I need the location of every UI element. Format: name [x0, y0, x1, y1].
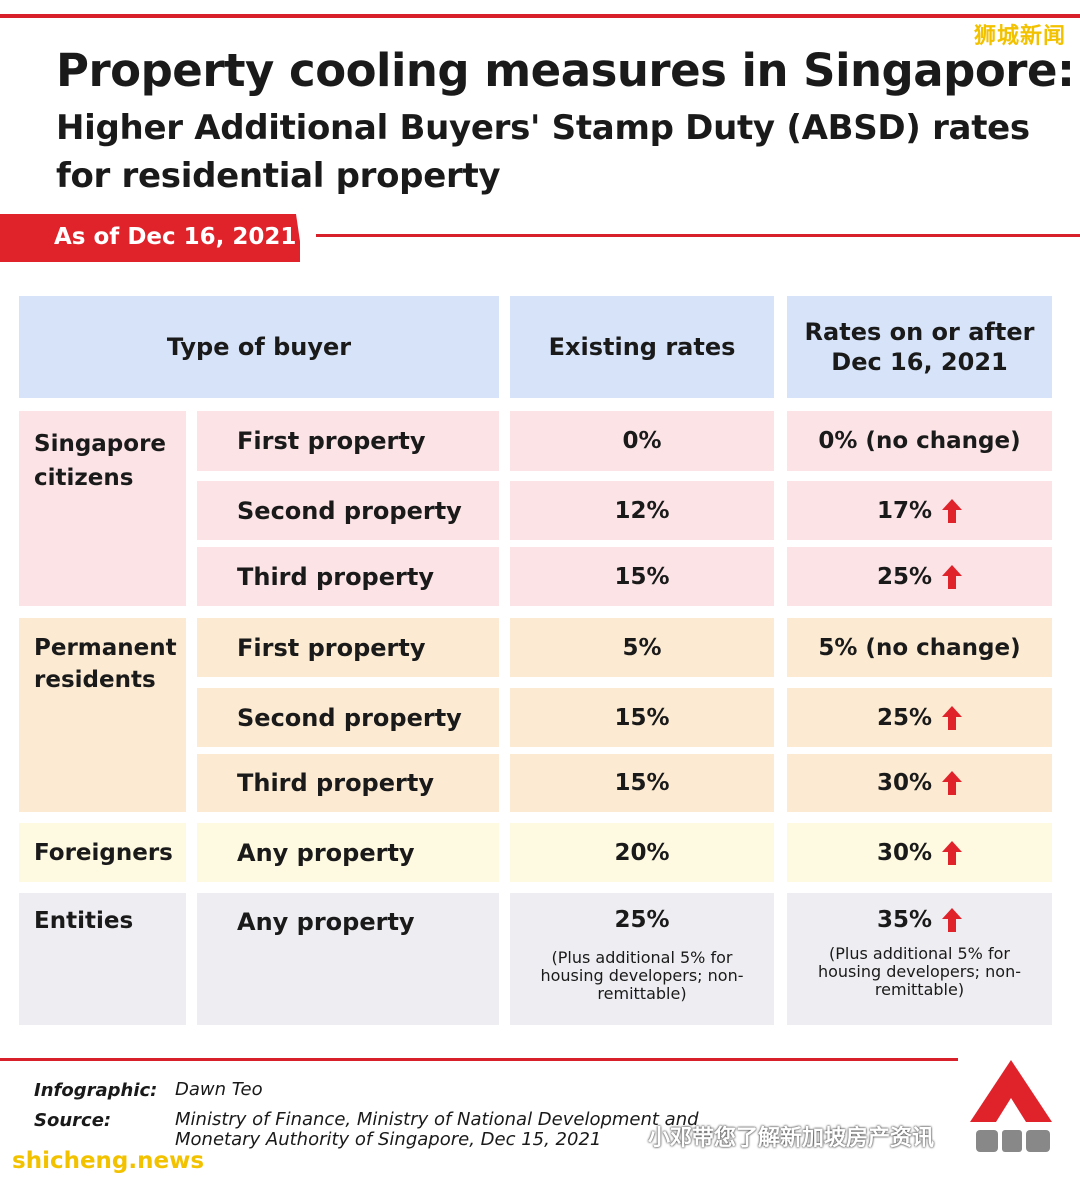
new-rate-pr-third: 30% [787, 754, 1052, 812]
infographic-credit: Dawn Teo [175, 1079, 263, 1100]
row-label-pr-third: Third property [197, 754, 499, 812]
date-rule [316, 234, 1080, 237]
row-label-text: Any property [237, 908, 415, 936]
rate-value: 5% [622, 634, 662, 661]
source-line-1: Ministry of Finance, Ministry of Nationa… [175, 1109, 699, 1130]
source-line-2: Monetary Authority of Singapore, Dec 15,… [175, 1129, 602, 1150]
rate-value: 25% [614, 907, 670, 933]
existing-rate-pr-first: 5% [510, 618, 774, 677]
rate-value: 17% [876, 497, 933, 524]
row-label-pr-second: Second property [197, 688, 499, 747]
up-arrow-icon [942, 705, 963, 730]
group-entities-label: Entities [34, 908, 134, 934]
rate-value: 35% [876, 907, 933, 933]
new-rate-citizens-third: 25% [787, 547, 1052, 606]
new-rate-entities: 35% (Plus additional 5% for housing deve… [787, 893, 1052, 1025]
row-label-citizens-third: Third property [197, 547, 499, 606]
existing-rate-pr-third: 15% [510, 754, 774, 812]
header-existing-rates-label: Existing rates [548, 333, 736, 361]
up-arrow-icon [942, 498, 963, 523]
group-singapore-citizens-label: Singapore citizens [34, 431, 167, 491]
top-rule [0, 14, 1080, 18]
up-arrow-icon [942, 840, 963, 865]
row-label-text: Second property [237, 703, 462, 732]
watermark-wechat: 小邓带您了解新加坡房产资讯 [648, 1126, 935, 1151]
existing-rate-citizens-first: 0% [510, 411, 774, 471]
rate-value-row: 35% [811, 907, 1028, 933]
rate-value: 5% (no change) [818, 634, 1021, 661]
header-new-rates-line2: Dec 16, 2021 [831, 348, 1008, 376]
up-arrow-icon [942, 771, 963, 795]
row-label-text: First property [237, 427, 426, 455]
existing-rate-entities: 25% (Plus additional 5% for housing deve… [510, 893, 774, 1025]
row-label-text: Second property [237, 496, 462, 525]
new-rate-pr-first: 5% (no change) [787, 618, 1052, 677]
footer-rule [0, 1058, 958, 1061]
rate-value: 0% [622, 428, 662, 454]
rate-value: 25% [876, 563, 933, 590]
new-rate-foreigners: 30% [787, 823, 1052, 882]
header-new-rates-line1: Rates on or after [804, 318, 1035, 346]
row-label-pr-first: First property [197, 618, 499, 677]
rate-value: 12% [614, 497, 670, 524]
group-foreigners: Foreigners [19, 823, 186, 882]
header-existing-rates: Existing rates [510, 296, 774, 398]
header-type-of-buyer-label: Type of buyer [166, 333, 352, 361]
row-label-citizens-first: First property [197, 411, 499, 471]
header-type-of-buyer: Type of buyer [19, 296, 499, 398]
new-rate-pr-second: 25% [787, 688, 1052, 747]
existing-rate-foreigners: 20% [510, 823, 774, 882]
rate-value: 20% [614, 839, 670, 866]
group-foreigners-label: Foreigners [34, 839, 173, 866]
date-label: As of Dec 16, 2021 [54, 224, 297, 250]
rate-value: 25% [876, 704, 933, 731]
date-banner [0, 214, 300, 262]
rate-value: 15% [614, 563, 670, 590]
row-label-citizens-second: Second property [197, 481, 499, 540]
rate-value: 15% [614, 704, 670, 731]
row-label-entities: Any property [197, 893, 499, 1025]
existing-rate-pr-second: 15% [510, 688, 774, 747]
watermark-top: 狮城新闻 [973, 24, 1066, 49]
infographic-label: Infographic: [34, 1080, 158, 1101]
row-label-text: Third property [237, 769, 434, 797]
group-singapore-citizens: Singapore citizens [19, 411, 186, 606]
group-permanent-residents: Permanent residents [19, 618, 186, 812]
row-label-text: Third property [237, 562, 434, 591]
watermark-bottom: shicheng.news [12, 1148, 205, 1174]
up-arrow-icon [942, 908, 963, 932]
rate-value: 30% [876, 770, 933, 796]
rate-note: (Plus additional 5% for housing develope… [540, 948, 744, 1003]
row-label-text: Any property [237, 838, 415, 867]
existing-rate-citizens-second: 12% [510, 481, 774, 540]
row-label-foreigners: Any property [197, 823, 499, 882]
new-rate-citizens-first: 0% (no change) [787, 411, 1052, 471]
header-new-rates: Rates on or after Dec 16, 2021 [787, 296, 1052, 398]
source-label: Source: [34, 1110, 112, 1131]
rate-note: (Plus additional 5% for housing develope… [817, 944, 1021, 999]
existing-rate-citizens-third: 15% [510, 547, 774, 606]
page-subtitle: Higher Additional Buyers' Stamp Duty (AB… [56, 108, 1030, 196]
rate-value: 15% [614, 770, 670, 796]
group-entities: Entities [19, 893, 186, 1025]
group-permanent-residents-label: Permanent residents [34, 635, 177, 693]
rate-value: 0% (no change) [818, 428, 1021, 454]
rate-value: 30% [876, 839, 933, 866]
cna-logo [970, 1060, 1052, 1152]
page-title: Property cooling measures in Singapore: [56, 44, 1075, 97]
row-label-text: First property [237, 633, 426, 662]
new-rate-citizens-second: 17% [787, 481, 1052, 540]
up-arrow-icon [942, 564, 963, 589]
